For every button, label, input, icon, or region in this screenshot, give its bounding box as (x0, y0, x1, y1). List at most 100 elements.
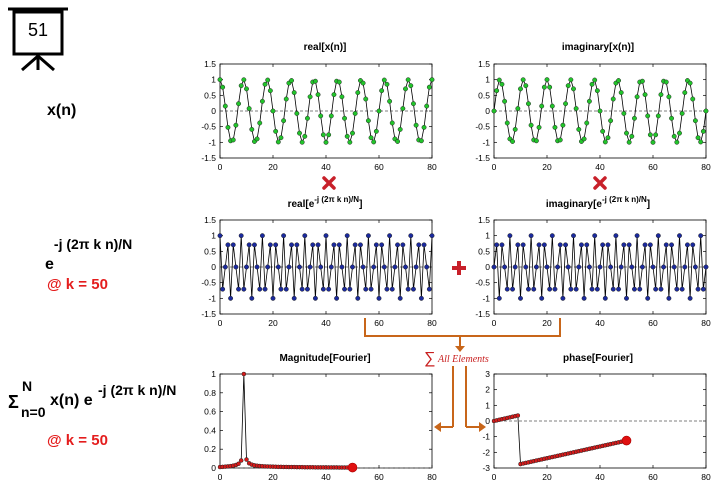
data-point (265, 264, 271, 270)
data-point (217, 233, 223, 239)
data-point (679, 286, 685, 292)
y-tick-label: 1.5 (478, 215, 490, 225)
y-tick-label: -1 (208, 137, 216, 147)
data-point (273, 128, 279, 134)
data-point (355, 295, 361, 301)
data-point (379, 88, 385, 94)
chart-title-main: imaginary[e (546, 199, 603, 210)
data-point (597, 264, 603, 270)
data-point (275, 264, 281, 270)
data-point (608, 118, 614, 124)
data-point (621, 242, 627, 248)
data-point (416, 242, 422, 248)
data-point (336, 79, 342, 85)
data-point (608, 264, 614, 270)
data-point (381, 77, 387, 83)
data-point (426, 286, 432, 292)
data-point (418, 138, 424, 144)
data-point (494, 88, 500, 94)
data-point (355, 90, 361, 96)
y-tick-label: -1 (482, 432, 490, 442)
data-point (690, 96, 696, 102)
x-tick-label: 0 (218, 162, 223, 172)
data-point (504, 286, 510, 292)
k-label-bottom: @ k = 50 (47, 432, 108, 449)
data-point (568, 286, 574, 292)
data-point (350, 264, 355, 270)
data-point (315, 92, 321, 98)
chart-axes-box (219, 373, 433, 469)
data-point (365, 233, 371, 239)
data-point (246, 106, 252, 111)
data-point (700, 128, 706, 134)
data-point (563, 242, 568, 248)
chart-title: phase[Fourier] (563, 353, 633, 364)
data-point (368, 286, 374, 292)
sum-body: x(n) e (50, 392, 93, 409)
data-point (502, 264, 508, 270)
data-point (352, 111, 358, 116)
data-point (241, 371, 247, 377)
data-point (571, 86, 576, 92)
data-point (544, 264, 550, 270)
data-point (225, 242, 231, 248)
data-point (560, 122, 566, 128)
data-point (236, 101, 242, 107)
plots-group: real[x(n)]-1.5-1-0.500.511.50 20 40 60 80ima… (201, 42, 711, 482)
data-point (592, 233, 598, 239)
data-point (363, 286, 369, 292)
x-tick-label: 0 (492, 472, 497, 482)
data-point (669, 242, 674, 248)
data-point (618, 90, 624, 96)
data-point (658, 92, 664, 98)
data-point (528, 122, 534, 128)
y-tick-label: 3 (485, 369, 490, 379)
data-point (220, 84, 226, 90)
easel-icon (8, 7, 68, 72)
chart-title: Magnitude[Fourier] (279, 353, 370, 364)
x-tick-label: 20 (542, 318, 552, 328)
data-point (663, 242, 669, 248)
data-point (270, 108, 276, 114)
data-point (373, 242, 379, 248)
data-point (244, 457, 249, 462)
data-point (600, 242, 606, 248)
data-point (518, 86, 523, 92)
y-tick-label: 0.5 (478, 246, 490, 256)
data-point (502, 98, 508, 104)
y-tick-label: 0.6 (204, 407, 216, 417)
data-point (666, 94, 672, 100)
data-point (544, 77, 550, 83)
data-point (294, 111, 300, 116)
data-point (677, 130, 682, 136)
x-tick-label: 80 (427, 318, 437, 328)
data-point (339, 264, 345, 270)
data-point (700, 286, 706, 292)
data-point (283, 96, 289, 102)
data-point (257, 120, 263, 126)
data-point (358, 242, 363, 248)
chart-title-sup: -j (2π k n)/N (314, 195, 359, 204)
data-point (698, 139, 704, 145)
data-point (222, 264, 228, 270)
y-tick-label: 0.5 (204, 90, 216, 100)
y-tick-label: 2 (485, 385, 490, 395)
data-point (674, 139, 680, 145)
x-tick-label: 80 (701, 318, 711, 328)
data-point (323, 139, 329, 145)
data-point (273, 242, 279, 248)
data-point (510, 139, 515, 144)
data-point (376, 295, 382, 301)
data-point (661, 264, 667, 270)
data-point (238, 233, 244, 239)
data-point (429, 233, 435, 239)
data-point (342, 286, 347, 292)
data-point (584, 120, 590, 126)
data-point (496, 77, 502, 83)
data-point (494, 242, 500, 248)
data-point (666, 295, 672, 301)
arrow-head-left (434, 422, 441, 432)
x-tick-label: 20 (268, 162, 278, 172)
data-point (305, 286, 310, 292)
data-point (389, 120, 395, 126)
